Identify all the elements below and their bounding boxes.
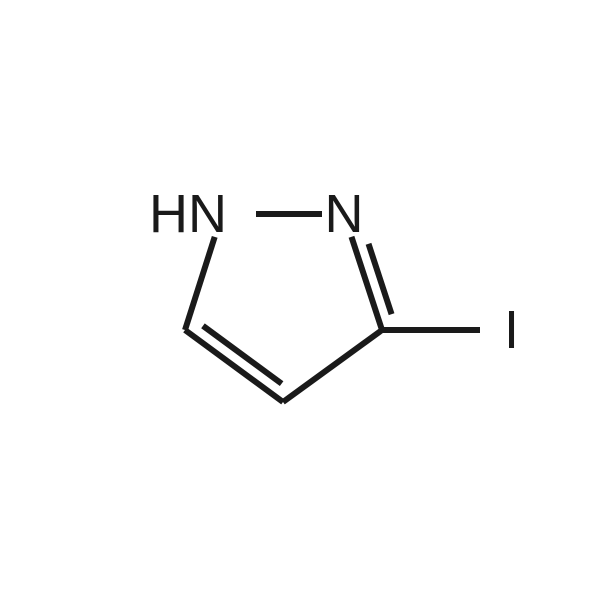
- bond-C3-C4: [283, 330, 382, 402]
- atom-label-HN: HN: [149, 184, 227, 244]
- atom-label-N: N: [325, 184, 364, 244]
- atom-label-dash: –: [272, 182, 300, 238]
- atom-label-I: I: [504, 300, 519, 360]
- bond-C4-C5: [185, 330, 283, 402]
- bond-N2-C3: [351, 237, 382, 330]
- molecule-diagram: HN N I –: [0, 0, 600, 600]
- bond-C5-N1: [185, 237, 215, 330]
